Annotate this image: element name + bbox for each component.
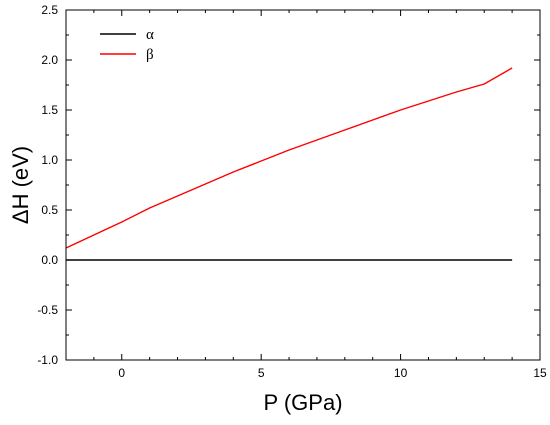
x-tick-label: 5	[258, 366, 265, 380]
legend-label-1: β	[146, 47, 154, 63]
plot-area	[65, 67, 513, 261]
legend: αβ	[100, 27, 154, 63]
x-tick-label: 15	[533, 366, 547, 380]
plot-frame	[65, 9, 541, 361]
axes: 0 5 10 15 -1.0 -0.5 0.0 0.5 1.0 1.5 2.0 2.5	[37, 3, 547, 380]
y-tick-label: 2.5	[41, 3, 58, 17]
y-tick-label: 1.5	[41, 103, 58, 117]
x-tick-label: 0	[118, 366, 125, 380]
y-tick-label: -0.5	[37, 303, 58, 317]
y-tick-label: 2.0	[41, 53, 58, 67]
x-tick-label: 10	[394, 366, 408, 380]
y-tick-label: -1.0	[37, 353, 58, 367]
x-axis-title: P (GPa)	[263, 390, 342, 415]
y-tick-label: 1.0	[41, 153, 58, 167]
series-line-1	[65, 67, 513, 249]
legend-label-0: α	[146, 27, 154, 43]
y-tick-label: 0.0	[41, 253, 58, 267]
y-axis-title: ΔH (eV)	[8, 146, 33, 224]
y-tick-label: 0.5	[41, 203, 58, 217]
